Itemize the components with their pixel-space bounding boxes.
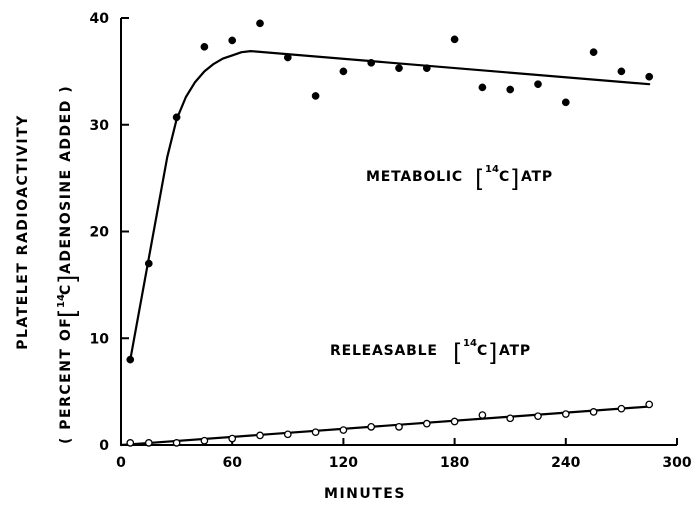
x-tick-label: 60 xyxy=(222,455,242,471)
metabolic-point xyxy=(172,113,181,122)
metabolic-point xyxy=(256,19,264,28)
series-label-metabolic-bracket-left: [ xyxy=(475,165,484,193)
releasable-point xyxy=(256,431,264,440)
metabolic-point xyxy=(450,35,459,44)
releasable-point xyxy=(506,414,515,423)
releasable-point xyxy=(617,404,626,413)
metabolic-point xyxy=(339,67,348,76)
metabolic-point xyxy=(283,53,292,62)
series-label-releasable-suffix: ATP xyxy=(499,343,531,359)
x-tick-label: 300 xyxy=(662,455,691,471)
series-label-metabolic-superscript: 14 xyxy=(485,164,499,175)
x-tick-label: 0 xyxy=(116,455,126,471)
metabolic-point xyxy=(228,36,237,45)
y-axis-subtitle-prefix: ( PERCENT OF xyxy=(58,317,74,444)
x-tick-label: 240 xyxy=(551,455,580,471)
metabolic-point xyxy=(506,85,515,94)
series-label-metabolic-suffix: ATP xyxy=(521,169,553,185)
metabolic-point xyxy=(478,83,487,92)
series-label-metabolic: METABOLIC [ 14 C ] ATP xyxy=(366,164,553,193)
metabolic-point xyxy=(144,259,153,268)
fit-curves xyxy=(119,50,651,447)
releasable-point xyxy=(367,423,376,431)
y-axis-subtitle-suffix: ADENOSINE ADDED ) xyxy=(58,85,74,274)
metabolic-point xyxy=(200,42,209,51)
releasable-point xyxy=(144,439,153,447)
y-tick-label: 10 xyxy=(90,331,110,347)
series-label-releasable: RELEASABLE [ 14 C ] ATP xyxy=(330,338,531,367)
y-axis-subtitle-superscript: 14 xyxy=(56,294,67,308)
series-label-metabolic-prefix: METABOLIC xyxy=(366,169,463,185)
y-tick-label: 30 xyxy=(90,118,110,134)
releasable-point xyxy=(200,436,209,445)
y-tick-label: 40 xyxy=(90,11,110,27)
y-axis-subtitle: ( PERCENT OF [ 14 C ] ADENOSINE ADDED ) xyxy=(54,85,82,444)
metabolic-point xyxy=(534,80,542,89)
metabolic-point xyxy=(311,92,320,100)
metabolic-point xyxy=(367,58,376,67)
fit-curve-releasable xyxy=(119,405,651,447)
releasable-point xyxy=(395,423,403,431)
y-axis-subtitle-bracket-left: [ xyxy=(54,309,82,318)
releasable-point xyxy=(339,426,348,434)
axes: 0 10 20 30 40 0 60 120 180 240 300 xyxy=(90,11,692,471)
series-label-releasable-element: C xyxy=(477,343,488,359)
metabolic-point xyxy=(422,64,431,73)
metabolic-point xyxy=(561,98,570,107)
y-axis-title: PLATELET RADIOACTIVITY xyxy=(15,114,31,350)
metabolic-point xyxy=(589,48,598,57)
x-axis-title: MINUTES xyxy=(324,486,406,502)
series-label-metabolic-bracket-right: ] xyxy=(510,165,519,193)
metabolic-point xyxy=(617,67,626,76)
releasable-point xyxy=(450,417,459,426)
series-label-releasable-bracket-right: ] xyxy=(488,339,497,367)
y-axis-subtitle-element: C xyxy=(58,283,74,295)
series-label-metabolic-element: C xyxy=(499,169,510,185)
releasable-point xyxy=(283,430,292,439)
data-points xyxy=(126,19,654,447)
releasable-point xyxy=(422,419,431,428)
releasable-point xyxy=(478,411,487,419)
series-label-releasable-superscript: 14 xyxy=(463,338,477,349)
releasable-point xyxy=(311,428,320,437)
labels: MINUTES PLATELET RADIOACTIVITY ( PERCENT… xyxy=(15,85,553,502)
y-tick-label: 20 xyxy=(90,225,110,241)
releasable-point xyxy=(561,410,570,418)
releasable-point xyxy=(126,439,135,447)
metabolic-point xyxy=(126,355,135,364)
releasable-point xyxy=(172,439,181,447)
y-axis-subtitle-bracket-right: ] xyxy=(54,275,82,284)
fit-curve-metabolic xyxy=(129,50,651,361)
releasable-point xyxy=(534,412,542,421)
x-tick-label: 180 xyxy=(440,455,469,471)
releasable-point xyxy=(645,400,654,409)
releasable-point xyxy=(228,434,237,443)
series-label-releasable-prefix: RELEASABLE xyxy=(330,343,438,359)
x-tick-label: 120 xyxy=(329,455,358,471)
metabolic-point xyxy=(645,72,654,81)
releasable-point xyxy=(589,408,598,416)
y-tick-label: 0 xyxy=(99,438,109,454)
metabolic-point xyxy=(395,64,403,73)
series-label-releasable-bracket-left: [ xyxy=(453,339,462,367)
